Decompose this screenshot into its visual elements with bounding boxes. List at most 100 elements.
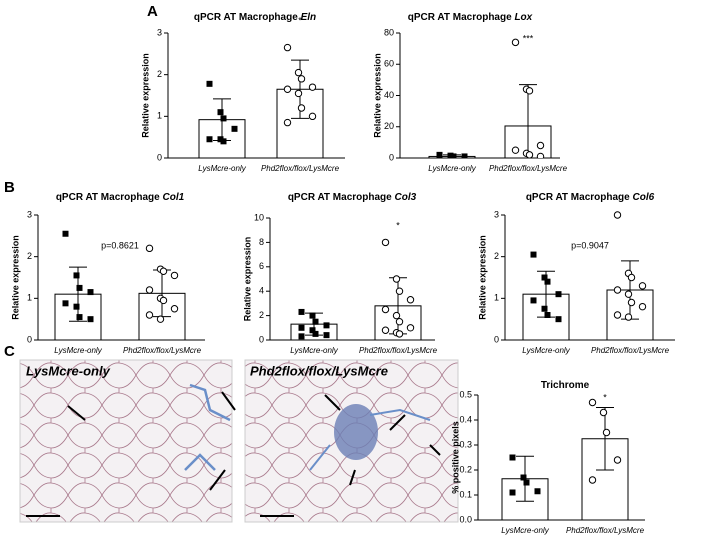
- x-tick-label: LysMcre-only: [290, 346, 338, 355]
- chart-title: qPCR AT Macrophage Col3: [288, 192, 417, 203]
- x-tick-label: LysMcre-only: [428, 164, 476, 173]
- point: [638, 302, 647, 311]
- point: [294, 89, 303, 98]
- y-tick-label: 60: [384, 59, 394, 69]
- chart: qPCR AT Macrophage Eln Relative expressio…: [140, 12, 345, 173]
- point: [624, 290, 633, 298]
- y-axis-label: Relative expression: [477, 235, 487, 320]
- point: [308, 112, 317, 121]
- title-text: qPCR AT Macrophage: [56, 192, 160, 203]
- point: [87, 289, 94, 296]
- point: [76, 284, 83, 291]
- y-tick-label: 0: [157, 152, 162, 162]
- plot: [198, 43, 324, 158]
- x-tick-label: LysMcre-only: [54, 346, 102, 355]
- point: [544, 278, 551, 285]
- point: [406, 324, 415, 332]
- y-axis-label: Relative expression: [242, 237, 252, 322]
- x-tick-label: LysMcre-only: [198, 164, 246, 173]
- point: [145, 244, 154, 253]
- annotation: *: [298, 15, 302, 25]
- title-gene: Eln: [301, 12, 317, 23]
- point: [309, 312, 316, 319]
- image-label: Phd2flox/flox/LysMcre: [250, 363, 388, 378]
- point: [627, 298, 636, 307]
- annotation: *: [603, 392, 607, 402]
- point: [73, 272, 80, 279]
- point: [170, 271, 179, 280]
- x-tick-label: Phd2flox/flox/LysMcre: [489, 164, 568, 173]
- point: [298, 333, 305, 340]
- title-text: qPCR AT Macrophage: [288, 192, 392, 203]
- y-tick-label: 10: [254, 212, 264, 222]
- point: [530, 251, 537, 258]
- point: [145, 311, 154, 319]
- y-tick-label: 80: [384, 27, 394, 37]
- point: [534, 488, 541, 495]
- y-tick-label: 0: [494, 334, 499, 344]
- image-label: LysMcre-only: [26, 363, 111, 378]
- point: [588, 398, 597, 407]
- point: [156, 315, 165, 323]
- point: [523, 479, 530, 486]
- x-tick-label: Phd2flox/flox/LysMcre: [123, 346, 202, 355]
- y-tick-label: 0: [389, 152, 394, 162]
- error-bar: [596, 407, 614, 471]
- point: [323, 332, 330, 339]
- point: [145, 286, 154, 294]
- point: [406, 296, 415, 304]
- point: [381, 326, 390, 334]
- point: [627, 273, 636, 282]
- y-tick-label: 2: [259, 310, 264, 320]
- x-tick-label: LysMcre-only: [522, 346, 570, 355]
- point: [298, 308, 305, 315]
- point: [217, 109, 224, 116]
- y-tick-label: 40: [384, 90, 394, 100]
- point: [312, 318, 319, 325]
- point: [525, 151, 534, 158]
- y-tick-label: 2: [494, 251, 499, 261]
- point: [220, 138, 227, 145]
- point: [392, 311, 401, 320]
- y-tick-label: 2: [157, 69, 162, 79]
- y-tick-label: 0.1: [459, 489, 472, 499]
- chart-title: Trichrome: [541, 380, 590, 391]
- point: [541, 305, 548, 312]
- y-tick-label: 0.0: [459, 514, 472, 524]
- title-text: qPCR AT Macrophage: [194, 12, 298, 23]
- point: [323, 322, 330, 329]
- point: [170, 305, 179, 313]
- point: [392, 275, 401, 283]
- point: [297, 75, 306, 83]
- point: [206, 80, 213, 87]
- point: [450, 154, 457, 158]
- point: [312, 330, 319, 337]
- point: [613, 311, 622, 319]
- point: [62, 300, 69, 307]
- y-tick-label: 0.5: [459, 389, 472, 399]
- point: [436, 154, 443, 158]
- x-tick-label: LysMcre-only: [501, 526, 549, 535]
- point: [381, 305, 390, 314]
- point: [283, 85, 292, 93]
- panel-letter: C: [4, 343, 15, 360]
- plot: [501, 398, 629, 520]
- point: [308, 83, 317, 91]
- y-axis-label: Relative expression: [140, 53, 150, 138]
- y-tick-label: 0: [259, 334, 264, 344]
- annotation: p=0.8621: [101, 240, 139, 250]
- point: [530, 297, 537, 304]
- chart-title: qPCR AT Macrophage Lox: [408, 12, 533, 23]
- point: [76, 314, 83, 321]
- y-tick-label: 0.3: [459, 439, 472, 449]
- point: [536, 152, 545, 158]
- x-tick-label: Phd2flox/flox/LysMcre: [591, 346, 670, 355]
- title-text: qPCR AT Macrophage: [408, 12, 512, 23]
- title-gene: Col3: [395, 192, 417, 203]
- y-tick-label: 2: [27, 251, 32, 261]
- point: [87, 316, 94, 323]
- chart: Trichrome % positive pixels 0.0 0.1 0.2 0.3 0.…: [450, 380, 645, 535]
- chart: qPCR AT Macrophage Col6 Relative expressi…: [477, 192, 675, 355]
- title-text: qPCR AT Macrophage: [526, 192, 630, 203]
- point: [461, 153, 468, 158]
